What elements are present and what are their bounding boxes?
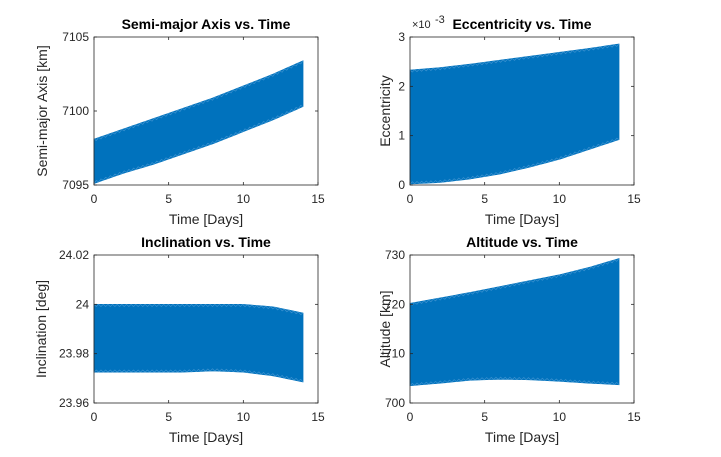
sma-xtick-label: 15: [311, 192, 325, 206]
inc-xtick-label: 15: [311, 410, 325, 424]
ecc-lower-edge: [409, 137, 620, 185]
alt-ylabel: Altitude [km]: [377, 290, 393, 367]
inc-ytick-label: 24: [76, 297, 90, 311]
ecc-upper-edge: [409, 43, 620, 73]
sma-upper-edge: [93, 60, 304, 141]
alt-xtick-label: 0: [407, 410, 414, 424]
inc-xlabel: Time [Days]: [169, 429, 243, 445]
sma-panel: 0 5 10 15 7095 7100 7105 Semi-major Axis vs. Ti…: [34, 16, 325, 227]
ecc-ytick-label: 1: [398, 129, 405, 143]
inc-title: Inclination vs. Time: [141, 234, 271, 250]
alt-panel: 0 5 10 15 700 710 720 730 Altitude vs. Time Time …: [377, 234, 641, 445]
alt-ytick-label: 710: [385, 347, 405, 361]
ecc-title: Eccentricity vs. Time: [452, 16, 591, 32]
sma-lower-edge: [93, 104, 304, 184]
inc-xtick-label: 0: [91, 410, 98, 424]
alt-xtick-label: 10: [553, 410, 567, 424]
ecc-exponent-power: -3: [435, 14, 445, 26]
ecc-exponent-base: ×10: [412, 19, 431, 31]
inc-panel: 0 5 10 15 23.96 23.98 24 24.02 Inclination vs. T…: [33, 234, 325, 445]
inc-data-band: [93, 304, 304, 383]
sma-ytick-label: 7095: [62, 178, 89, 192]
sma-xtick-label: 5: [165, 192, 172, 206]
alt-lower-edge: [409, 376, 620, 386]
sma-xtick-label: 0: [91, 192, 98, 206]
sma-ytick-label: 7105: [62, 30, 89, 44]
ecc-xtick-label: 5: [481, 192, 488, 206]
alt-ytick-label: 720: [385, 297, 405, 311]
inc-ytick-label: 23.98: [59, 347, 89, 361]
alt-xlabel: Time [Days]: [485, 429, 559, 445]
ecc-ylabel: Eccentricity: [377, 75, 393, 147]
ecc-xlabel: Time [Days]: [485, 211, 559, 227]
inc-lower-edge: [93, 368, 304, 383]
ecc-exponent-label: ×10 -3: [412, 14, 445, 31]
inc-ytick-label: 24.02: [59, 248, 89, 262]
ecc-xtick-label: 15: [627, 192, 641, 206]
alt-xtick-label: 5: [481, 410, 488, 424]
alt-ytick-label: 730: [385, 248, 405, 262]
inc-xtick-label: 10: [237, 410, 251, 424]
ecc-ytick-label: 0: [398, 178, 405, 192]
ecc-ytick-label: 3: [398, 30, 405, 44]
inc-xtick-label: 5: [165, 410, 172, 424]
inc-upper-edge: [93, 303, 304, 316]
sma-xtick-label: 10: [237, 192, 251, 206]
inc-ytick-label: 23.96: [59, 396, 89, 410]
sma-ytick-label: 7100: [62, 104, 89, 118]
ecc-ytick-label: 2: [398, 79, 405, 93]
ecc-xtick-label: 10: [553, 192, 567, 206]
inc-axes-box: [93, 254, 319, 404]
ecc-panel: 0 5 10 15 0 1 2 3 Eccentricity vs. Time Time [Day…: [377, 14, 641, 227]
alt-ytick-label: 700: [385, 396, 405, 410]
alt-axes-box: [409, 254, 635, 404]
ecc-axes-box: [409, 36, 635, 186]
ecc-xtick-label: 0: [407, 192, 414, 206]
alt-upper-edge: [409, 258, 620, 306]
sma-ylabel: Semi-major Axis [km]: [34, 45, 50, 176]
alt-title: Altitude vs. Time: [466, 234, 578, 250]
alt-xtick-label: 15: [627, 410, 641, 424]
inc-ylabel: Inclination [deg]: [33, 280, 49, 378]
sma-title: Semi-major Axis vs. Time: [122, 16, 291, 32]
sma-xlabel: Time [Days]: [169, 211, 243, 227]
